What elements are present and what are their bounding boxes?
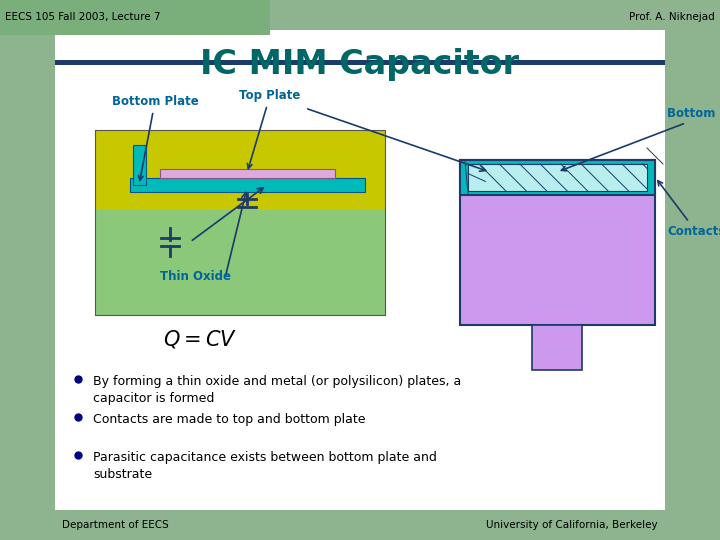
- Text: EECS 105 Fall 2003, Lecture 7: EECS 105 Fall 2003, Lecture 7: [5, 12, 161, 22]
- Bar: [0, 0, 270, 35]
- Bar: [133, 145, 146, 185]
- Text: Parasitic capacitance exists between bottom plate and
substrate: Parasitic capacitance exists between bot…: [93, 451, 437, 481]
- Bar: [95, 130, 385, 210]
- Text: Contacts are made to top and bottom plate: Contacts are made to top and bottom plat…: [93, 413, 366, 426]
- Text: University of California, Berkeley: University of California, Berkeley: [487, 520, 658, 530]
- Bar: [130, 178, 365, 192]
- Text: Department of EECS: Department of EECS: [62, 520, 168, 530]
- Text: $Q = CV$: $Q = CV$: [163, 327, 237, 349]
- Bar: [95, 130, 385, 315]
- Bar: [160, 169, 335, 178]
- Bar: [55, 30, 665, 510]
- Bar: [468, 164, 647, 191]
- Text: Prof. A. Niknejad: Prof. A. Niknejad: [629, 12, 715, 22]
- Bar: [460, 160, 655, 195]
- Bar: [532, 325, 582, 370]
- Text: IC MIM Capacitor: IC MIM Capacitor: [200, 48, 520, 81]
- Bar: [55, 60, 665, 65]
- Text: Thin Oxide: Thin Oxide: [160, 270, 230, 283]
- Text: Bottom Plate: Bottom Plate: [562, 107, 720, 171]
- Bar: [95, 210, 385, 315]
- Text: Bottom Plate: Bottom Plate: [112, 95, 199, 180]
- Text: Contacts: Contacts: [658, 181, 720, 238]
- Bar: [460, 160, 655, 325]
- Text: Top Plate: Top Plate: [239, 89, 301, 168]
- Text: By forming a thin oxide and metal (or polysilicon) plates, a
capacitor is formed: By forming a thin oxide and metal (or po…: [93, 375, 462, 405]
